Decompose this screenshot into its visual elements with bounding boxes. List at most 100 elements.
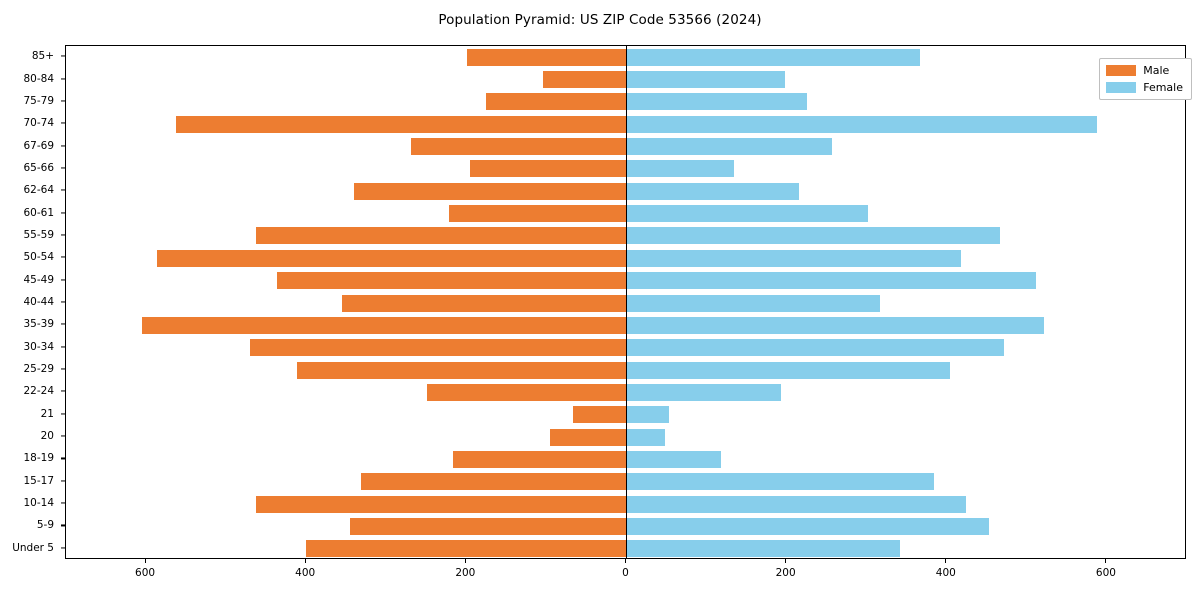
bar-male-25-29 [296, 361, 627, 379]
bar-male-15-17 [361, 473, 627, 491]
bar-male-85- [467, 48, 627, 66]
y-tick-label-15-17: 15-17 [23, 474, 54, 487]
y-tick-mark [61, 77, 65, 80]
bar-female-21 [626, 406, 669, 424]
bar-row [66, 272, 1185, 290]
zero-axis-line [625, 46, 628, 558]
y-tick-mark [61, 502, 65, 504]
legend: Male Female [1099, 58, 1192, 100]
bar-female-22-24 [626, 383, 782, 401]
y-tick-label-18-19: 18-19 [23, 452, 54, 465]
x-tick-label: 400 [295, 567, 316, 579]
bar-female-35-39 [626, 316, 1044, 334]
bar-male-30-34 [250, 339, 627, 357]
y-tick-mark [61, 323, 65, 325]
bar-row [66, 160, 1185, 178]
bar-row [66, 540, 1185, 558]
bar-male-35-39 [142, 316, 627, 334]
bar-row [66, 182, 1185, 200]
bar-male-67-69 [411, 138, 627, 156]
bar-female-40-44 [626, 294, 880, 312]
bar-female-60-61 [626, 205, 868, 223]
bar-female-80-84 [626, 71, 786, 89]
bar-row [66, 138, 1185, 156]
bar-female-under-5 [626, 540, 900, 558]
y-tick-label-22-24: 22-24 [23, 385, 54, 398]
bar-row [66, 428, 1185, 446]
bar-male-80-84 [543, 71, 627, 89]
x-tick-label: 600 [1095, 567, 1116, 579]
bar-male-60-61 [448, 205, 627, 223]
legend-swatch-male-icon [1106, 65, 1137, 76]
y-tick-mark [61, 189, 65, 191]
y-tick-mark [61, 301, 65, 303]
y-tick-label-35-39: 35-39 [23, 318, 54, 331]
bar-male-20 [550, 428, 627, 446]
y-tick-label-55-59: 55-59 [23, 228, 54, 241]
y-tick-mark [61, 167, 65, 169]
page-title: Population Pyramid: US ZIP Code 53566 (2… [438, 12, 762, 28]
y-tick-mark [61, 390, 65, 392]
y-tick-label-80-84: 80-84 [23, 72, 54, 85]
legend-entry-male[interactable]: Male [1106, 64, 1183, 77]
y-tick-label-85-: 85+ [31, 50, 54, 63]
y-tick-label-62-64: 62-64 [23, 184, 54, 197]
y-tick-label-60-61: 60-61 [23, 206, 54, 219]
y-tick-label-45-49: 45-49 [23, 273, 54, 286]
legend-entry-female[interactable]: Female [1106, 81, 1183, 94]
y-tick-label-25-29: 25-29 [23, 363, 54, 376]
bar-female-55-59 [626, 227, 1000, 245]
x-tick-mark [1105, 559, 1107, 563]
y-tick-label-67-69: 67-69 [23, 139, 54, 152]
y-tick-mark [61, 212, 65, 214]
x-tick-label: 600 [135, 567, 156, 579]
bar-row [66, 115, 1185, 133]
y-tick-mark [61, 547, 65, 549]
y-tick-mark [61, 100, 65, 102]
y-tick-label-75-79: 75-79 [23, 94, 54, 107]
bar-female-5-9 [626, 517, 990, 535]
y-tick-mark [61, 234, 65, 236]
bar-male-75-79 [485, 93, 627, 111]
legend-swatch-female-icon [1106, 82, 1137, 93]
y-tick-mark [61, 55, 65, 57]
bar-female-75-79 [626, 93, 808, 111]
bar-male-under-5 [306, 540, 627, 558]
bar-female-50-54 [626, 249, 962, 267]
bar-female-67-69 [626, 138, 833, 156]
bar-row [66, 383, 1185, 401]
bar-male-55-59 [255, 227, 627, 245]
bar-male-10-14 [255, 495, 627, 513]
y-tick-label-40-44: 40-44 [23, 296, 54, 308]
y-tick-label-10-14: 10-14 [23, 497, 54, 510]
bar-male-5-9 [350, 517, 627, 535]
x-tick-mark [785, 559, 787, 563]
bar-row [66, 450, 1185, 468]
bar-row [66, 93, 1185, 111]
bar-male-65-66 [469, 160, 627, 178]
y-tick-mark [61, 346, 65, 348]
y-tick-mark [61, 279, 65, 281]
bar-row [66, 473, 1185, 491]
bar-row [66, 517, 1185, 535]
y-tick-mark [61, 413, 65, 415]
x-tick-label: 200 [775, 567, 796, 579]
x-tick-mark [304, 559, 306, 563]
bar-row [66, 71, 1185, 89]
bar-male-50-54 [157, 249, 627, 267]
bar-female-18-19 [626, 450, 721, 468]
bar-row [66, 361, 1185, 379]
y-axis: Under 5 5-9 10-14 15-17 18-19 20 21 22-24 25-29 3… [0, 45, 65, 559]
plot-area [65, 45, 1186, 559]
bar-female-62-64 [626, 182, 800, 200]
bar-row [66, 227, 1185, 245]
bar-female-20 [626, 428, 665, 446]
x-axis: 600 400 200 0 200 400 600 [65, 559, 1186, 599]
y-tick-mark [61, 480, 65, 482]
bar-row [66, 48, 1185, 66]
legend-label-female: Female [1143, 81, 1183, 94]
y-tick-label-50-54: 50-54 [23, 251, 54, 264]
y-tick-label-20: 20 [40, 430, 54, 443]
y-tick-mark [61, 435, 65, 437]
